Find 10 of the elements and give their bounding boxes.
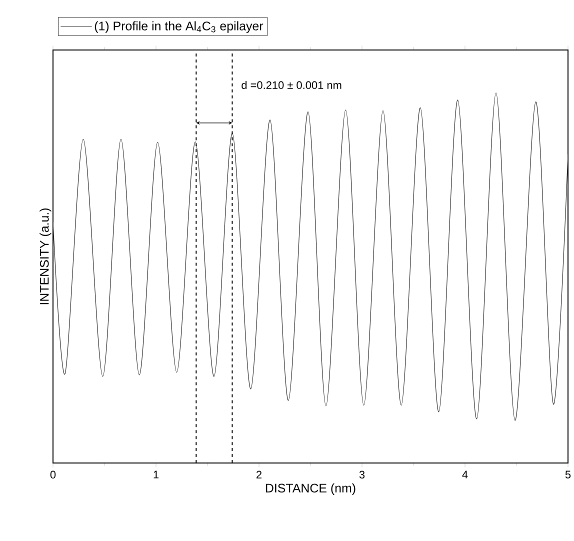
- x-axis-title: DISTANCE (nm): [266, 483, 356, 495]
- x-tick-label: 3: [359, 470, 365, 479]
- text: d =0.210 ± 0.001 nm: [242, 80, 342, 90]
- x-tick-label: 1: [154, 470, 159, 478]
- x-tick-label: 0: [50, 470, 56, 479]
- y-axis-title: INTENSITY (a.u.): [40, 208, 52, 304]
- legend-label: (1) Profile in the Al$_{4}$C$_{3}$ epilayer: [94, 21, 264, 33]
- x-tick-label: 2: [256, 470, 262, 478]
- x-tick-label: 5: [565, 470, 571, 478]
- x-tick-label: 4: [462, 470, 468, 478]
